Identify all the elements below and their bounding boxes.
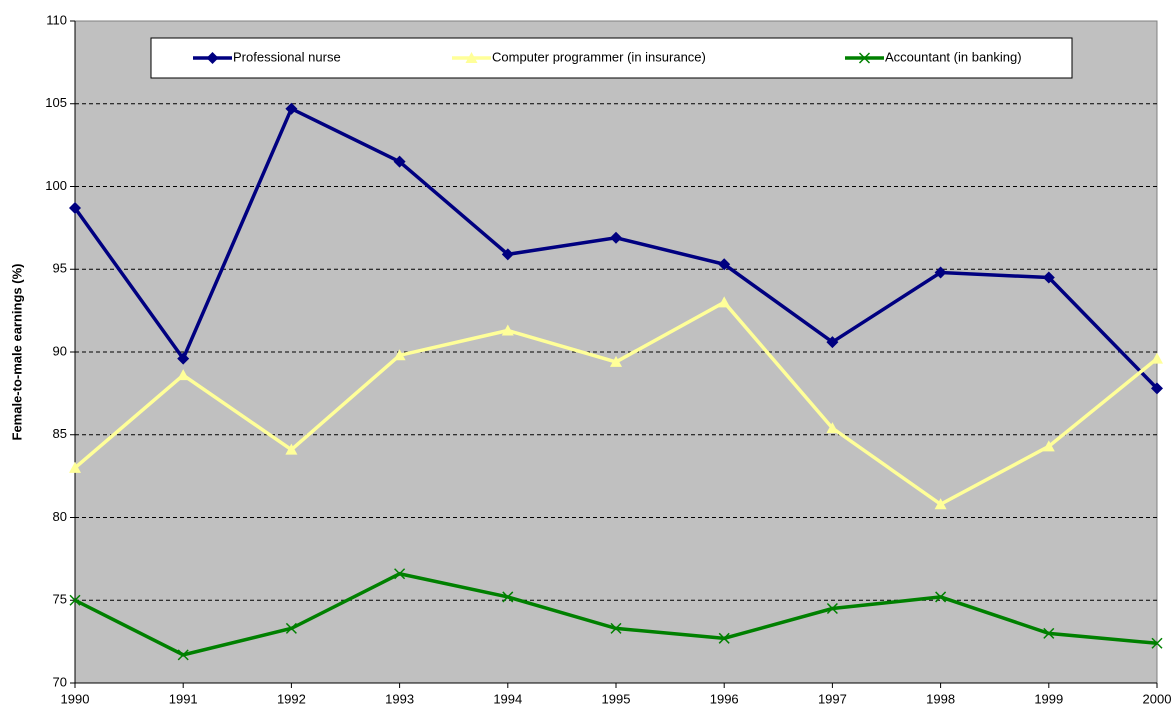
- marker: [826, 422, 839, 434]
- marker: [177, 352, 190, 365]
- marker: [934, 266, 947, 279]
- legend-marker: [858, 52, 871, 64]
- x-tick-label: 1990: [61, 691, 90, 706]
- marker: [826, 602, 838, 615]
- y-tick-label: 105: [45, 95, 67, 110]
- legend-marker: [206, 52, 219, 64]
- marker: [718, 258, 731, 271]
- y-tick-label: 110: [46, 12, 67, 27]
- marker: [1043, 627, 1055, 639]
- x-tick-label: 1995: [602, 691, 631, 706]
- marker: [393, 155, 406, 168]
- y-tick-label: 95: [53, 261, 67, 276]
- marker: [1151, 637, 1163, 649]
- marker: [1151, 352, 1163, 364]
- legend-label: Accountant (in banking): [885, 49, 1022, 64]
- marker: [718, 632, 730, 644]
- marker: [610, 622, 622, 634]
- marker: [285, 102, 298, 115]
- marker: [934, 498, 947, 510]
- marker: [285, 443, 298, 455]
- x-tick-label: 1994: [493, 691, 522, 706]
- y-tick-label: 80: [53, 509, 67, 524]
- y-tick-label: 85: [53, 426, 67, 441]
- marker: [285, 622, 297, 634]
- marker: [501, 324, 514, 336]
- x-tick-label: 1997: [818, 691, 847, 706]
- marker: [69, 461, 81, 473]
- marker: [935, 591, 947, 603]
- marker: [610, 355, 622, 367]
- marker: [718, 296, 731, 308]
- marker: [69, 594, 81, 606]
- marker: [502, 591, 514, 603]
- legend-box: [150, 37, 1073, 79]
- marker: [610, 231, 622, 244]
- marker: [1042, 271, 1055, 284]
- marker: [69, 202, 81, 215]
- marker: [393, 349, 406, 361]
- y-axis-label: Female-to-male earnings (%): [9, 264, 24, 441]
- x-tick-label: 1991: [169, 691, 198, 706]
- x-tick-label: 1999: [1034, 691, 1063, 706]
- x-tick-label: 2000: [1143, 691, 1172, 706]
- y-tick-label: 75: [53, 592, 67, 607]
- marker: [501, 248, 514, 261]
- legend-marker: [465, 52, 478, 63]
- legend-label: Professional nurse: [233, 49, 341, 64]
- marker: [826, 336, 839, 349]
- marker: [177, 369, 190, 381]
- y-tick-label: 70: [53, 674, 67, 689]
- y-tick-label: 90: [53, 343, 67, 358]
- marker: [394, 568, 406, 580]
- y-tick-label: 100: [45, 178, 67, 193]
- x-tick-label: 1992: [277, 691, 306, 706]
- marker: [1151, 382, 1163, 395]
- x-tick-label: 1996: [710, 691, 739, 706]
- legend-label: Computer programmer (in insurance): [492, 49, 706, 64]
- x-tick-label: 1993: [385, 691, 414, 706]
- marker: [1042, 440, 1055, 452]
- marker: [177, 649, 189, 661]
- x-tick-label: 1998: [926, 691, 955, 706]
